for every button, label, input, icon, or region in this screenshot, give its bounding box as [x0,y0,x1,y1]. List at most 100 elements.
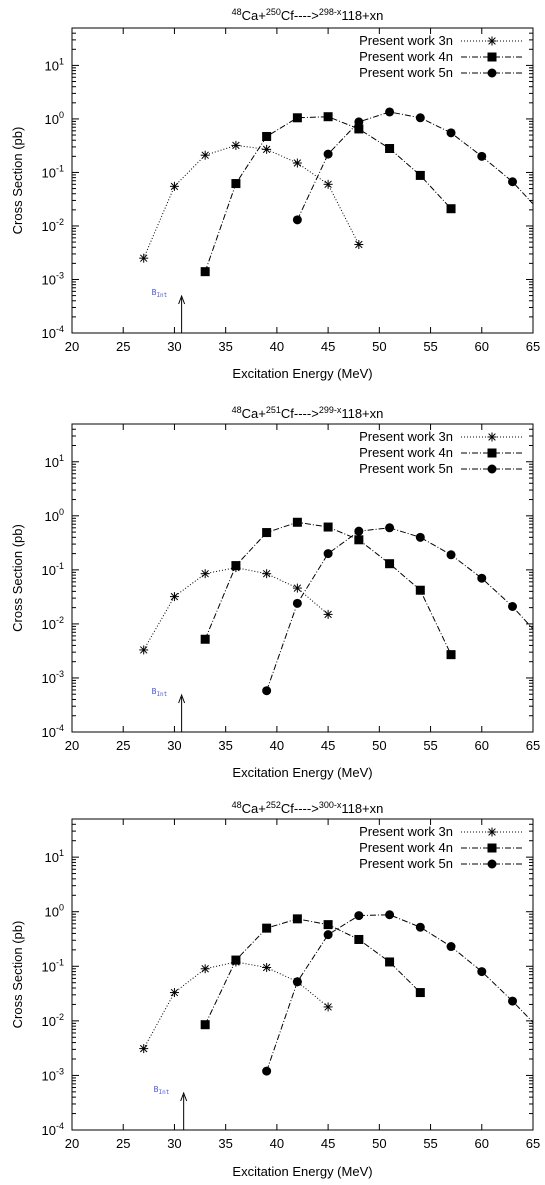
legend-label: Present work 4n [359,445,453,460]
legend-label: Present work 5n [359,461,453,476]
x-tick-label: 55 [423,738,437,753]
data-point-square [323,112,333,122]
data-point-square [354,124,364,134]
data-point-star [323,179,333,189]
plot-frame [71,423,534,733]
data-point-square [262,923,272,933]
data-point-square [415,988,425,998]
data-point-square [415,170,425,180]
x-tick-label: 20 [65,738,79,753]
y-tick-label: 101 [45,848,64,865]
x-tick-label: 35 [218,339,232,354]
chart-panel-1: 20 25 30 35 40 45 50 55 60 65 10-4 10-3 10-2 10-1 100 1… [10,7,540,381]
data-point-star [262,963,272,973]
legend-marker-star [487,432,497,442]
x-tick-label: 60 [475,339,489,354]
data-point-circle [446,550,456,560]
data-point-circle [477,573,487,583]
data-point-circle [385,910,395,920]
y-tick-label: 10-2 [42,1012,64,1029]
legend-label: Present work 4n [359,840,453,855]
data-point-circle [354,117,364,127]
chart-panel-2: 20 25 30 35 40 45 50 55 60 65 10-4 10-3 10-2 10-1 100 1… [10,405,540,780]
data-point-circle [477,967,487,977]
data-point-square [292,914,302,924]
x-tick-label: 50 [372,1136,386,1151]
x-tick-label: 30 [167,1136,181,1151]
x-tick-label: 45 [321,1136,335,1151]
data-point-star [262,569,272,579]
data-point-circle [539,1028,545,1037]
legend-label: Present work 4n [359,49,453,64]
bint-arrow-head [178,693,186,704]
x-tick-label: 65 [526,1136,540,1151]
x-tick-label: 55 [423,1136,437,1151]
x-tick-label: 45 [321,738,335,753]
legend-marker-star [487,827,497,837]
data-point-circle [477,151,487,161]
data-point-square [446,204,456,214]
legend-marker-square [487,52,497,62]
data-point-star [139,645,149,655]
x-tick-label: 45 [321,339,335,354]
legend-marker-star [487,36,497,46]
series-line-square [204,521,452,655]
data-point-circle [292,977,302,987]
x-axis-label: Excitation Energy (MeV) [232,366,372,381]
data-point-circle [292,215,302,225]
x-tick-label: 30 [167,339,181,354]
x-tick-label: 65 [526,339,540,354]
data-point-circle [323,930,333,940]
x-tick-label: 20 [65,339,79,354]
legend-marker-circle [487,68,497,78]
data-point-star [292,583,302,593]
data-point-square [354,535,364,545]
data-point-circle [323,549,333,559]
data-point-square [323,920,333,930]
data-point-square [262,131,272,141]
data-point-star [200,150,210,160]
y-tick-label: 101 [45,56,64,73]
legend-label: Present work 3n [359,429,453,444]
bint-label: BInt [152,687,168,698]
x-tick-label: 40 [270,1136,284,1151]
data-point-circle [323,149,333,159]
bint-arrow-head [178,294,186,305]
data-point-circle [385,107,395,117]
data-point-star [231,140,241,150]
series-layer [139,910,545,1076]
data-point-star [323,1002,333,1012]
data-point-square [292,517,302,527]
data-point-circle [508,601,518,611]
data-point-star [169,592,179,602]
series-line-square [204,116,452,272]
y-tick-label: 100 [45,507,64,524]
x-tick-label: 50 [372,738,386,753]
chart-panel-3: 20 25 30 35 40 45 50 55 60 65 10-4 10-3 10-2 10-1 100 1… [10,800,545,1179]
x-tick-label: 50 [372,339,386,354]
x-tick-label: 30 [167,738,181,753]
bint-arrow-head [180,1091,188,1102]
y-tick-label: 10-3 [42,1066,64,1083]
data-point-square [231,561,241,571]
y-axis-label: Cross Section (pb) [10,921,25,1029]
data-point-square [262,528,272,538]
series-line-circle [266,914,533,1072]
data-point-circle [292,598,302,608]
data-point-circle [354,911,364,921]
x-tick-label: 35 [218,1136,232,1151]
x-tick-label: 25 [116,339,130,354]
data-point-star [292,158,302,168]
plot-frame [71,27,534,334]
x-tick-label: 25 [116,1136,130,1151]
x-tick-label: 60 [475,1136,489,1151]
data-point-star [139,1044,149,1054]
series-layer [139,107,533,277]
series-line-star [143,961,329,1049]
y-tick-label: 100 [45,110,64,127]
y-tick-label: 10-4 [42,723,64,740]
data-point-square [231,955,241,965]
legend-label: Present work 3n [359,824,453,839]
data-point-circle [415,922,425,932]
